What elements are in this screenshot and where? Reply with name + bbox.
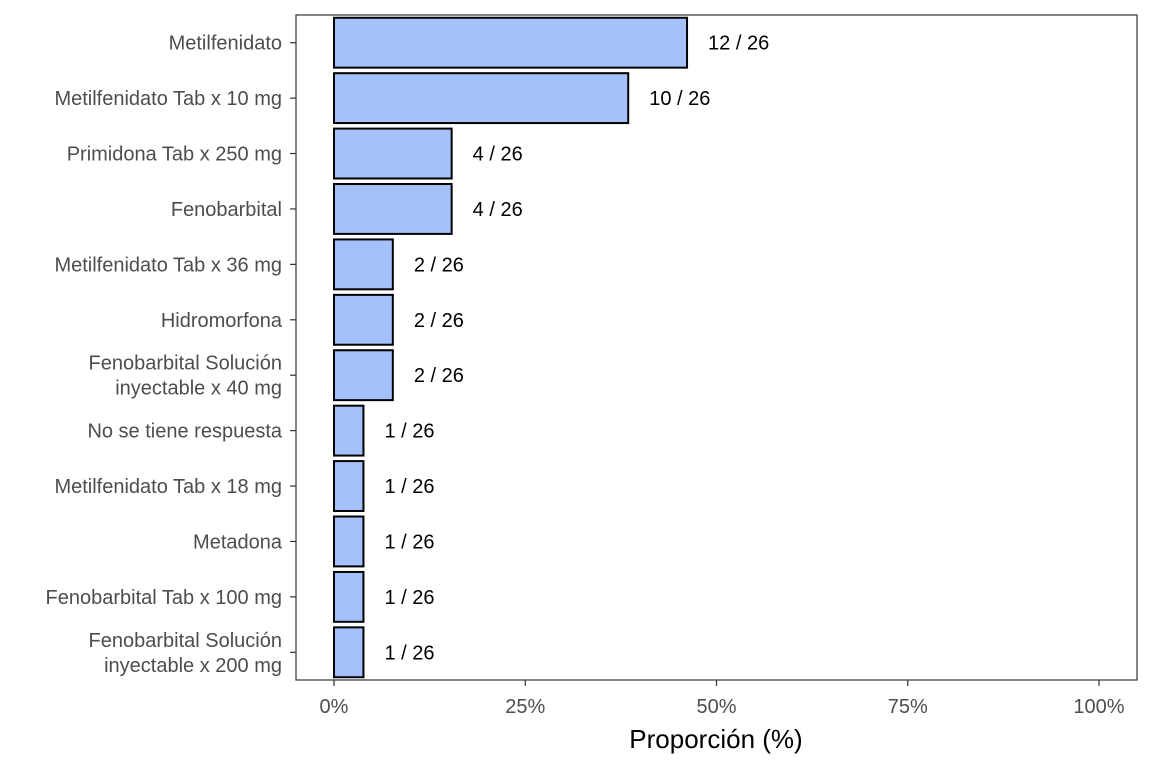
category-label: No se tiene respuesta xyxy=(87,421,282,443)
data-label: 1 / 26 xyxy=(384,531,434,553)
x-axis: 0% 25% 50% 75% 100% xyxy=(320,680,1125,718)
x-tick-label: 75% xyxy=(888,696,928,718)
bar xyxy=(333,404,365,457)
data-label: 1 / 26 xyxy=(384,587,434,609)
bars-layer: 12 / 26 10 / 26 4 / 26 4 / 26 2 / 26 2 / 26 2 … xyxy=(333,16,769,679)
category-label: Fenobarbital xyxy=(171,199,282,221)
bar xyxy=(333,238,394,291)
category-label: Metilfenidato xyxy=(169,33,282,55)
x-tick-label: 100% xyxy=(1073,696,1124,718)
bar xyxy=(333,626,365,679)
data-label: 1 / 26 xyxy=(384,642,434,664)
data-label: 10 / 26 xyxy=(649,88,710,110)
bar xyxy=(333,183,453,235)
data-label: 2 / 26 xyxy=(414,254,464,276)
category-label: Primidona Tab x 250 mg xyxy=(67,144,282,166)
data-label: 4 / 26 xyxy=(473,144,523,166)
category-label: Metilfenidato Tab x 10 mg xyxy=(54,88,282,110)
bar xyxy=(333,460,365,512)
x-axis-title: Proporción (%) xyxy=(629,724,802,754)
bar xyxy=(333,127,453,180)
category-label: Fenobarbital Solución inyectable x 200 mg xyxy=(89,630,282,677)
data-label: 4 / 26 xyxy=(473,199,523,221)
data-label: 1 / 26 xyxy=(384,476,434,498)
bar xyxy=(333,570,365,623)
bar xyxy=(333,515,365,568)
x-tick-label: 50% xyxy=(696,696,736,718)
data-label: 2 / 26 xyxy=(414,310,464,332)
bar xyxy=(333,16,689,69)
category-label: Metilfenidato Tab x 36 mg xyxy=(54,254,282,276)
x-tick-label: 25% xyxy=(505,696,545,718)
category-label: Hidromorfona xyxy=(161,310,283,332)
category-labels: Metilfenidato Metilfenidato Tab x 10 mg Pr… xyxy=(46,33,296,677)
category-label: Fenobarbital Tab x 100 mg xyxy=(46,587,282,609)
data-label: 12 / 26 xyxy=(708,33,769,55)
x-tick-label: 0% xyxy=(320,696,349,718)
bar xyxy=(333,72,630,125)
category-label: Metilfenidato Tab x 18 mg xyxy=(54,476,282,498)
category-label: Fenobarbital Solución inyectable x 40 mg xyxy=(89,353,282,400)
bar xyxy=(333,349,394,402)
data-label: 1 / 26 xyxy=(384,421,434,443)
data-label: 2 / 26 xyxy=(414,365,464,387)
category-label: Metadona xyxy=(193,531,283,553)
bar xyxy=(333,293,394,346)
